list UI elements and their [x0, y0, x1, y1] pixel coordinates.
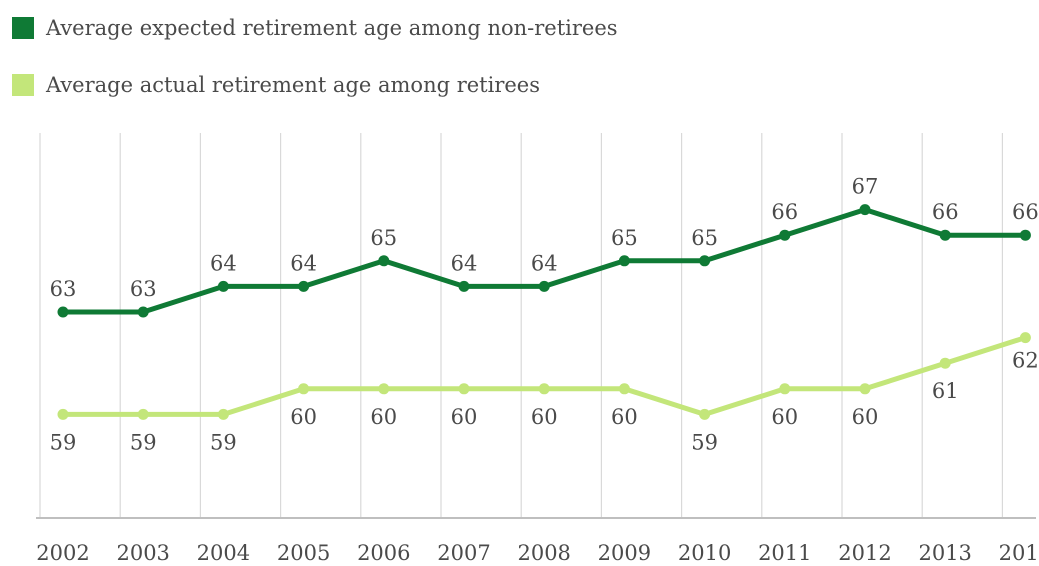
data-label: 64 — [290, 251, 317, 275]
data-label: 65 — [370, 226, 397, 250]
data-label: 60 — [771, 405, 798, 429]
legend-item-expected: Average expected retirement age among no… — [12, 8, 618, 48]
data-point — [1019, 332, 1031, 344]
data-point — [859, 383, 871, 395]
data-point — [538, 280, 550, 292]
data-label: 63 — [130, 277, 157, 301]
data-point — [779, 229, 791, 241]
data-label: 66 — [1012, 200, 1039, 224]
data-label: 60 — [611, 405, 638, 429]
data-point — [458, 280, 470, 292]
data-label: 60 — [370, 405, 397, 429]
x-tick-label: 2005 — [277, 541, 330, 565]
data-point — [378, 383, 390, 395]
data-point — [217, 280, 229, 292]
data-point — [458, 383, 470, 395]
x-tick-label: 2010 — [678, 541, 731, 565]
data-label: 66 — [771, 200, 798, 224]
x-tick-label: 2006 — [357, 541, 410, 565]
data-label: 67 — [852, 175, 879, 199]
x-tick-label: 2003 — [116, 541, 169, 565]
data-point — [1019, 229, 1031, 241]
data-label: 60 — [451, 405, 478, 429]
legend-swatch-expected — [12, 17, 34, 39]
data-label: 59 — [691, 430, 718, 454]
x-tick-label: 2007 — [437, 541, 490, 565]
legend-swatch-actual — [12, 74, 34, 96]
x-tick-label: 2011 — [758, 541, 811, 565]
x-tick-label: 2004 — [197, 541, 250, 565]
data-label: 60 — [852, 405, 879, 429]
data-point — [618, 383, 630, 395]
data-label: 61 — [932, 379, 959, 403]
data-label: 66 — [932, 200, 959, 224]
x-tick-label: 2008 — [517, 541, 570, 565]
legend-label-actual: Average actual retirement age among reti… — [46, 73, 541, 97]
legend-label-expected: Average expected retirement age among no… — [46, 16, 618, 40]
data-label: 65 — [611, 226, 638, 250]
data-point — [298, 383, 310, 395]
x-tick-label: 2002 — [36, 541, 89, 565]
data-point — [939, 229, 951, 241]
data-point — [137, 306, 149, 318]
data-point — [378, 255, 390, 267]
legend-item-actual: Average actual retirement age among reti… — [12, 65, 618, 105]
data-point — [538, 383, 550, 395]
data-point — [779, 383, 791, 395]
data-point — [298, 280, 310, 292]
data-label: 62 — [1012, 349, 1039, 373]
x-tick-label: 2013 — [918, 541, 971, 565]
data-point — [939, 357, 951, 369]
data-point — [137, 408, 149, 420]
data-label: 59 — [130, 430, 157, 454]
data-label: 60 — [290, 405, 317, 429]
x-tick-label: 2014 — [999, 541, 1039, 565]
data-label: 64 — [210, 251, 237, 275]
data-point — [699, 255, 711, 267]
data-label: 64 — [531, 251, 558, 275]
data-label: 65 — [691, 226, 718, 250]
data-label: 59 — [210, 430, 237, 454]
data-label: 59 — [50, 430, 77, 454]
data-point — [618, 255, 630, 267]
data-point — [859, 204, 871, 216]
x-tick-label: 2012 — [838, 541, 891, 565]
data-point — [57, 306, 69, 318]
chart-legend: Average expected retirement age among no… — [12, 8, 618, 122]
series-line-actual — [60, 335, 1028, 417]
x-tick-label: 2009 — [598, 541, 651, 565]
data-point — [217, 408, 229, 420]
data-point — [699, 408, 711, 420]
data-label: 64 — [451, 251, 478, 275]
data-label: 60 — [531, 405, 558, 429]
data-label: 63 — [50, 277, 77, 301]
data-point — [57, 408, 69, 420]
